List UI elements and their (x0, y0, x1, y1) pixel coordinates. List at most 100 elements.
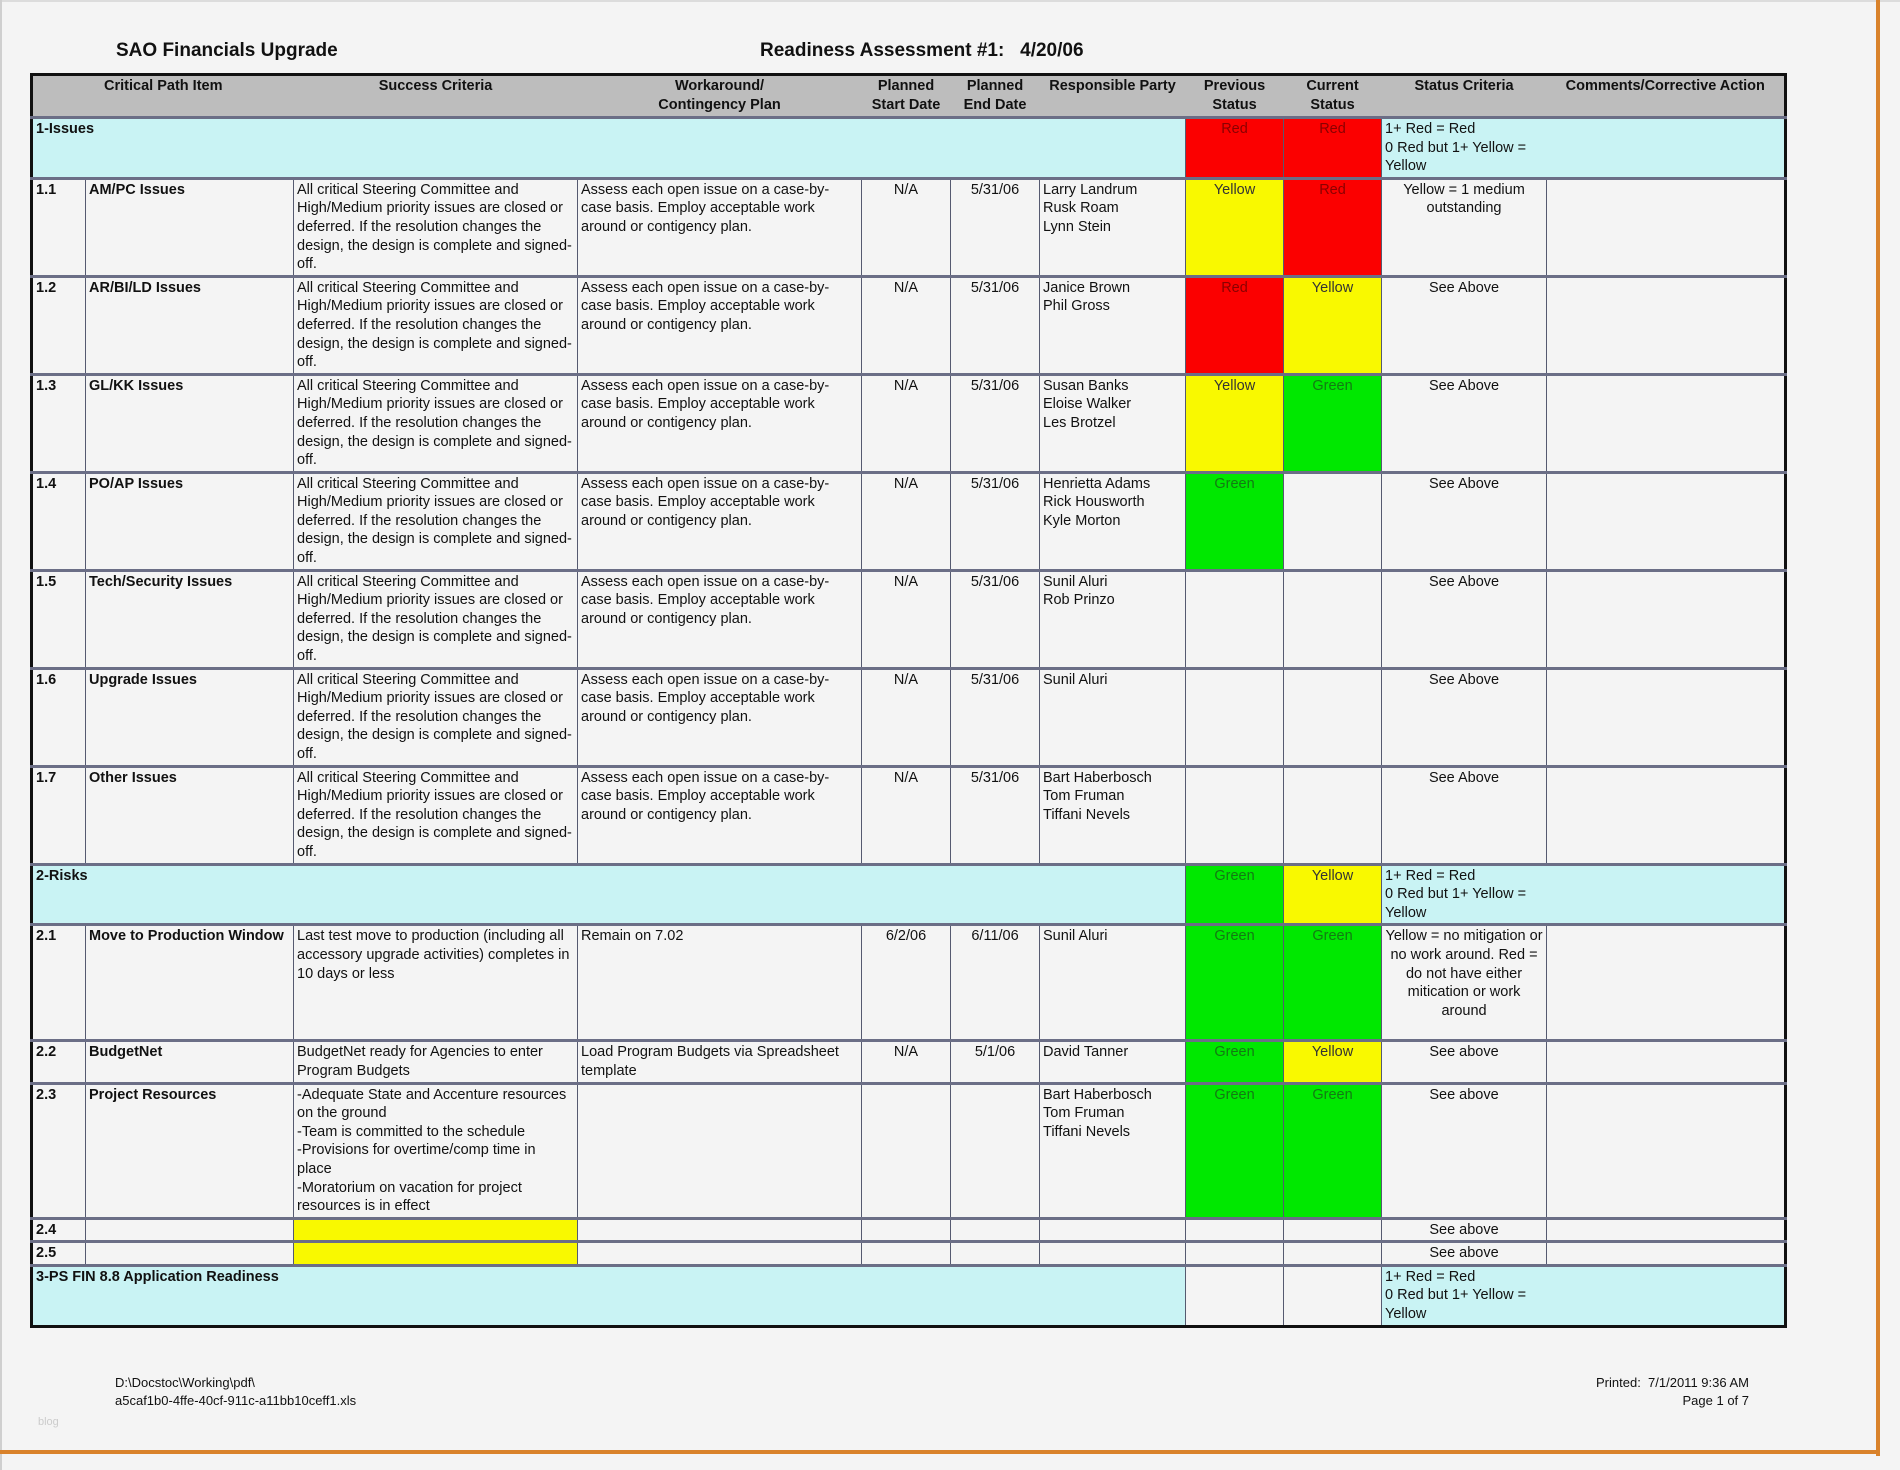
col-header-status-criteria: Status Criteria (1381, 74, 1547, 119)
item-previous-status: Yellow (1185, 372, 1285, 473)
item-name: Upgrade Issues (84, 666, 295, 767)
item-previous-status: Green (1185, 1081, 1285, 1219)
item-end-date: 5/31/06 (950, 764, 1041, 865)
item-workaround: Assess each open issue on a case-by-case… (577, 470, 863, 571)
table-row: 2.4 See above (31, 1216, 1787, 1243)
item-current-status (1283, 1240, 1383, 1266)
item-success-criteria: All critical Steering Committee and High… (293, 470, 579, 571)
item-comments (1546, 1081, 1787, 1219)
section-status-criteria: 1+ Red = Red 0 Red but 1+ Yellow = Yello… (1381, 862, 1547, 926)
item-id: 2.2 (31, 1039, 86, 1084)
table-row: 2.3 Project Resources -Adequate State and … (31, 1081, 1787, 1219)
item-status-criteria: See Above (1381, 666, 1548, 767)
section-previous-status: Green (1185, 862, 1285, 926)
table-row: 1.1 AM/PC Issues All critical Steering Com… (31, 176, 1787, 277)
item-current-status: Green (1283, 923, 1383, 1042)
item-responsible-party: Bart Haberbosch Tom Fruman Tiffani Nevel… (1039, 1081, 1187, 1219)
page-frame-right-orange (1876, 0, 1880, 1456)
item-previous-status (1185, 1240, 1285, 1266)
item-success-criteria: All critical Steering Committee and High… (293, 372, 579, 473)
section-current-status: Yellow (1283, 862, 1383, 926)
item-id: 2.5 (31, 1240, 86, 1266)
item-comments (1546, 1216, 1787, 1243)
item-current-status (1283, 666, 1383, 767)
item-status-criteria: See above (1381, 1240, 1548, 1266)
item-current-status: Green (1283, 1081, 1383, 1219)
item-workaround: Assess each open issue on a case-by-case… (577, 274, 863, 375)
item-name: BudgetNet (84, 1039, 295, 1084)
section-current-status (1283, 1263, 1383, 1327)
item-id: 2.4 (31, 1216, 86, 1243)
item-end-date: 5/31/06 (950, 176, 1041, 277)
item-end-date: 5/31/06 (950, 470, 1041, 571)
item-start-date: N/A (861, 176, 952, 277)
item-responsible-party: Susan Banks Eloise Walker Les Brotzel (1039, 372, 1187, 473)
item-start-date: N/A (861, 372, 952, 473)
item-workaround: Assess each open issue on a case-by-case… (577, 764, 863, 865)
table-row: 1.2 AR/BI/LD Issues All critical Steering … (31, 274, 1787, 375)
item-id: 2.1 (31, 923, 86, 1042)
item-name: Project Resources (84, 1081, 295, 1219)
item-success-criteria: Last test move to production (including … (293, 923, 579, 1042)
table-row: 1.5 Tech/Security Issues All critical Stee… (31, 568, 1787, 669)
item-responsible-party: Larry Landrum Rusk Roam Lynn Stein (1039, 176, 1187, 277)
item-name: PO/AP Issues (84, 470, 295, 571)
item-name: Tech/Security Issues (84, 568, 295, 669)
item-status-criteria: Yellow = 1 medium outstanding (1381, 176, 1548, 277)
section-status-criteria: 1+ Red = Red 0 Red but 1+ Yellow = Yello… (1381, 1263, 1547, 1327)
footer-path-line1: D:\Docstoc\Working\pdf\ (115, 1375, 255, 1390)
footer-print-info: Printed: 7/1/2011 9:36 AM Page 1 of 7 (1596, 1374, 1749, 1410)
item-comments (1546, 1240, 1787, 1266)
item-success-criteria: All critical Steering Committee and High… (293, 666, 579, 767)
header-row: Critical Path Item Success Criteria Work… (31, 74, 1786, 119)
item-responsible-party: Sunil Aluri Rob Prinzo (1039, 568, 1187, 669)
item-name: AM/PC Issues (84, 176, 295, 277)
section-comments (1546, 116, 1787, 179)
item-name: Move to Production Window (84, 923, 295, 1042)
item-success-criteria: All critical Steering Committee and High… (293, 176, 579, 277)
item-status-criteria: See above (1381, 1081, 1548, 1219)
item-current-status (1283, 1216, 1383, 1243)
item-current-status (1283, 470, 1383, 571)
footer-page-number: Page 1 of 7 (1682, 1393, 1750, 1408)
col-header-previous-status: Previous Status (1185, 74, 1284, 119)
item-end-date: 5/31/06 (950, 274, 1041, 375)
item-current-status: Red (1283, 176, 1383, 277)
item-id: 1.2 (31, 274, 86, 375)
item-previous-status (1185, 1216, 1285, 1243)
item-id: 2.3 (31, 1081, 86, 1219)
table-body: 1-Issues Red Red 1+ Red = Red 0 Red but 1+ … (30, 116, 1787, 1327)
footer-printed: Printed: 7/1/2011 9:36 AM (1596, 1375, 1749, 1390)
col-header-comments: Comments/Corrective Action (1546, 74, 1786, 119)
col-header-start-date: Planned Start Date (861, 74, 951, 119)
section-comments (1546, 862, 1787, 926)
item-start-date: N/A (861, 568, 952, 669)
item-responsible-party (1039, 1240, 1187, 1266)
item-id: 1.3 (31, 372, 86, 473)
section-label: 1-Issues (30, 116, 1186, 179)
assessment-title: Readiness Assessment #1: 4/20/06 (760, 40, 1084, 61)
item-comments (1546, 923, 1787, 1042)
item-success-criteria: All critical Steering Committee and High… (293, 568, 579, 669)
item-comments (1546, 372, 1787, 473)
item-name-cell (84, 1240, 295, 1266)
col-header-success-criteria: Success Criteria (293, 74, 578, 119)
page-frame-bottom-orange (0, 1450, 1880, 1454)
item-responsible-party: Sunil Aluri (1039, 923, 1187, 1042)
item-status-criteria: See Above (1381, 274, 1548, 375)
item-responsible-party: Bart Haberbosch Tom Fruman Tiffani Nevel… (1039, 764, 1187, 865)
table-row: 1.6 Upgrade Issues All critical Steering C… (31, 666, 1787, 767)
item-status-criteria: See Above (1381, 568, 1548, 669)
item-id: 1.4 (31, 470, 86, 571)
item-previous-status: Green (1185, 470, 1285, 571)
item-responsible-party: Henrietta Adams Rick Housworth Kyle Mort… (1039, 470, 1187, 571)
item-current-status: Green (1283, 372, 1383, 473)
section-row: 2-Risks Green Yellow 1+ Red = Red 0 Red but… (30, 862, 1787, 926)
item-success-criteria: -Adequate State and Accenture resources … (293, 1081, 579, 1219)
item-previous-status (1185, 764, 1285, 865)
item-start-date: N/A (861, 470, 952, 571)
item-previous-status (1185, 568, 1285, 669)
item-end-date (950, 1240, 1041, 1266)
project-title: SAO Financials Upgrade (116, 40, 338, 61)
item-comments (1546, 764, 1787, 865)
